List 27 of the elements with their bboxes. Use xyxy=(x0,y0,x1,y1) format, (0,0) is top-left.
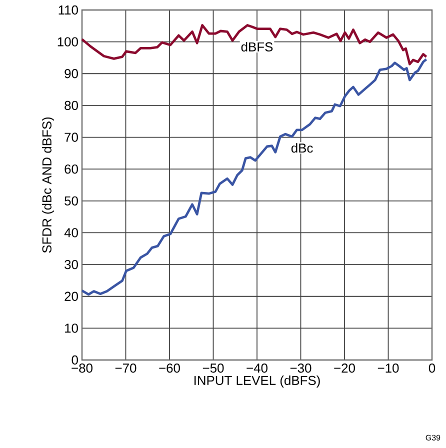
x-tick-label: −70 xyxy=(115,364,136,373)
y-tick-label: 60 xyxy=(64,164,78,174)
y-tick-label: 90 xyxy=(64,69,78,78)
x-tick-label: −10 xyxy=(378,364,399,373)
y-tick-label: 80 xyxy=(64,100,78,110)
series-label: dBc xyxy=(291,143,313,153)
x-axis-title: INPUT LEVEL (dBFS) xyxy=(194,376,320,388)
y-axis-title: SFDR (dBc AND dBFS) xyxy=(42,117,54,253)
line-series xyxy=(80,58,428,296)
y-tick-label: 110 xyxy=(58,5,78,15)
x-tick-label: −30 xyxy=(290,364,312,373)
x-tick-label: −60 xyxy=(159,364,180,373)
x-tick-label: −40 xyxy=(246,364,268,373)
y-tick-label: 20 xyxy=(64,292,78,301)
x-tick-label: −80 xyxy=(72,364,92,373)
y-tick-label: 30 xyxy=(64,260,78,270)
y-tick-label: 100 xyxy=(58,37,78,46)
line-series xyxy=(80,24,428,66)
x-tick-label: −20 xyxy=(334,364,355,373)
y-tick-label: 0 xyxy=(72,355,78,365)
y-tick-label: 40 xyxy=(64,228,78,238)
y-tick-label: 10 xyxy=(65,324,78,333)
x-tick-label: 0 xyxy=(428,364,436,373)
y-tick-label: 50 xyxy=(64,196,78,206)
y-tick-label: 70 xyxy=(64,132,78,142)
series-label: dBFS xyxy=(241,42,273,52)
x-tick-label: −50 xyxy=(202,364,224,373)
